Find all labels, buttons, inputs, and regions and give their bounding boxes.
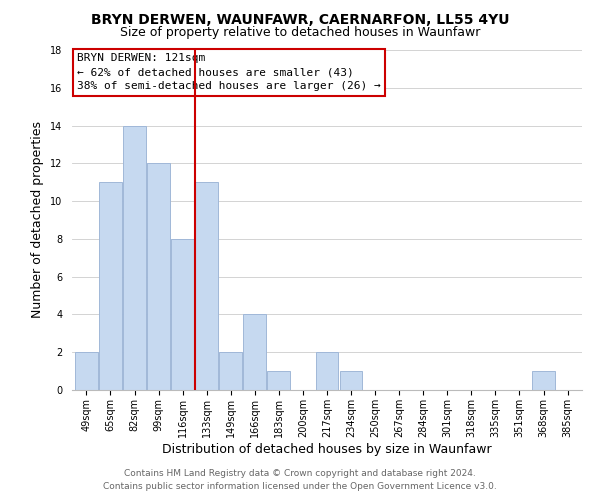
Text: BRYN DERWEN: 121sqm
← 62% of detached houses are smaller (43)
38% of semi-detach: BRYN DERWEN: 121sqm ← 62% of detached ho… [77, 54, 381, 92]
Bar [195, 182, 218, 390]
Bar [147, 164, 170, 390]
Y-axis label: Number of detached properties: Number of detached properties [31, 122, 44, 318]
Bar [123, 126, 146, 390]
Bar [316, 352, 338, 390]
Bar [340, 371, 362, 390]
Bar [99, 182, 122, 390]
Text: Contains HM Land Registry data © Crown copyright and database right 2024.
Contai: Contains HM Land Registry data © Crown c… [103, 470, 497, 491]
Bar [532, 371, 555, 390]
Bar [220, 352, 242, 390]
X-axis label: Distribution of detached houses by size in Waunfawr: Distribution of detached houses by size … [162, 442, 492, 456]
Text: BRYN DERWEN, WAUNFAWR, CAERNARFON, LL55 4YU: BRYN DERWEN, WAUNFAWR, CAERNARFON, LL55 … [91, 12, 509, 26]
Bar [244, 314, 266, 390]
Bar [171, 239, 194, 390]
Bar [268, 371, 290, 390]
Bar [75, 352, 98, 390]
Text: Size of property relative to detached houses in Waunfawr: Size of property relative to detached ho… [120, 26, 480, 39]
